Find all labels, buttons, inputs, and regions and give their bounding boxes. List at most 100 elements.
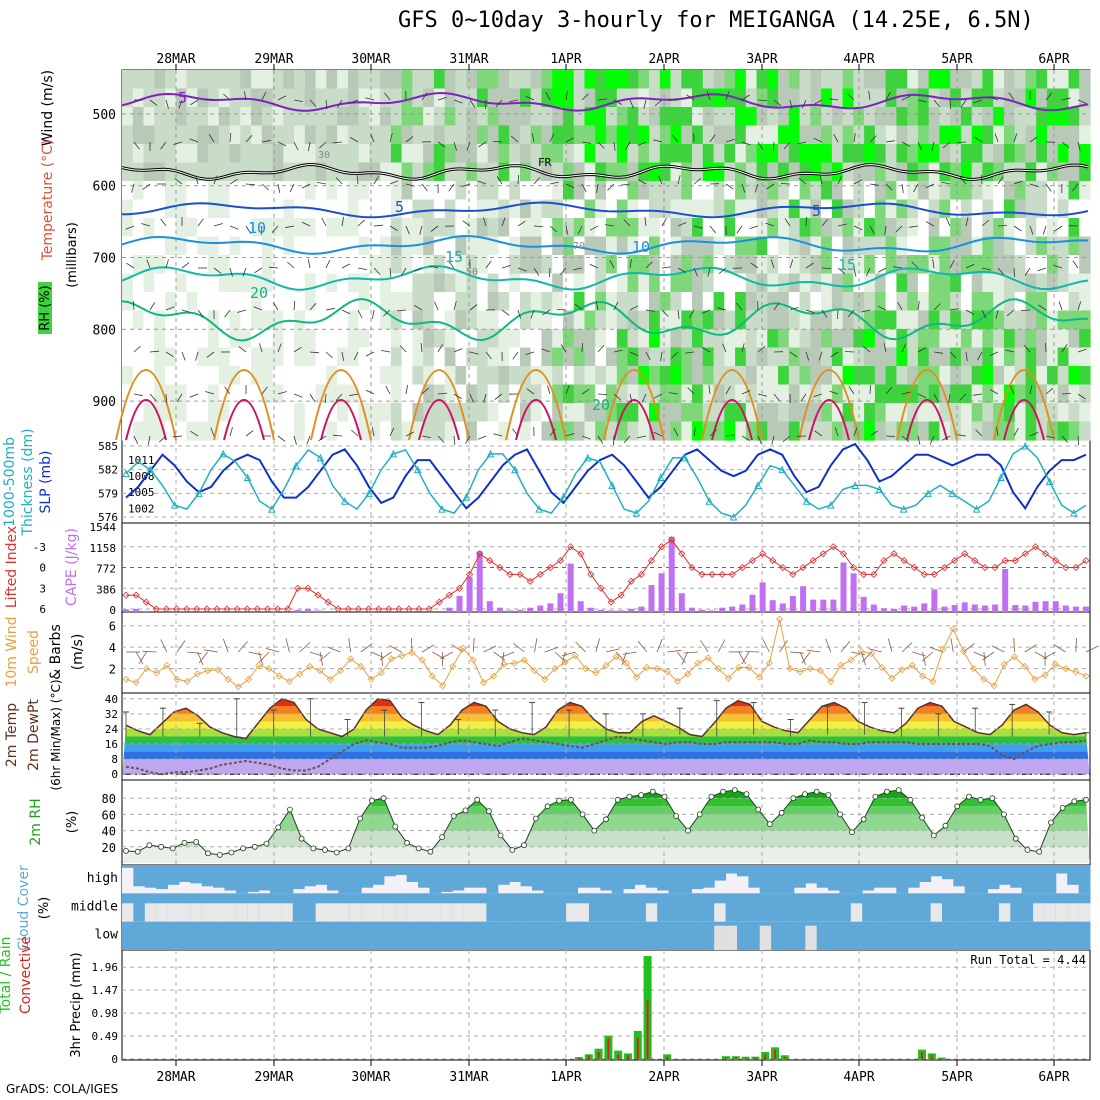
cape-bar xyxy=(739,604,746,612)
rh-shade-cell xyxy=(1025,292,1037,312)
rh-shade-cell xyxy=(304,403,317,423)
wind-barb xyxy=(677,175,681,185)
li-marker xyxy=(1011,557,1019,565)
rh-shade-cell xyxy=(1014,310,1027,330)
precip-convective-bar xyxy=(617,1054,620,1059)
isotherm-30 xyxy=(808,399,850,441)
rh-marker xyxy=(849,829,855,836)
rh-shade-cell xyxy=(917,292,930,312)
rh-shade-cell xyxy=(165,384,177,404)
rh-shade-cell xyxy=(670,329,682,349)
rh-shade-cell xyxy=(907,421,919,441)
rh-shade-cell xyxy=(283,421,295,441)
rh-shade-cell xyxy=(218,273,231,293)
rh-shade-cell xyxy=(358,144,370,164)
rh-shade-cell xyxy=(412,329,424,349)
rh-shade-cell xyxy=(659,162,672,182)
rh-shade-cell xyxy=(272,292,284,312)
wind-barb xyxy=(190,99,199,106)
rh-shade-cell xyxy=(831,236,844,256)
wind-barb xyxy=(613,435,615,446)
thickness-marker xyxy=(1021,441,1030,450)
rh-shade-cell xyxy=(530,88,543,108)
li-marker xyxy=(981,563,989,572)
wind-barb xyxy=(661,309,669,317)
rh-shade-cell xyxy=(778,421,790,441)
rh-shade-cell xyxy=(304,255,317,275)
surface-wind-barb xyxy=(637,640,648,653)
wind-barb xyxy=(829,390,839,395)
rh-shade-cell xyxy=(208,366,220,386)
rh-shade-cell xyxy=(917,218,930,238)
rh-shade-cell xyxy=(390,107,403,127)
cloud-cell-low xyxy=(828,921,840,950)
wind-barb xyxy=(805,351,810,361)
cape-bar xyxy=(608,610,615,612)
rh-shade-cell xyxy=(799,70,811,90)
rh-shade-cell xyxy=(530,218,543,238)
rh-shade-cell xyxy=(186,125,198,145)
thickness-marker xyxy=(899,504,908,513)
isotherm-label: 20 xyxy=(250,284,268,302)
rh-shade-cell xyxy=(993,329,1005,349)
rh-marker xyxy=(614,796,621,803)
surface-wind-barb xyxy=(513,642,525,653)
wind-barb xyxy=(901,343,907,353)
rh-shade-cell xyxy=(627,181,639,201)
rh-marker xyxy=(275,824,282,831)
rh2m-unit: (%) xyxy=(65,811,80,834)
cloud-cell-high xyxy=(338,865,351,894)
rh-shade-cell xyxy=(498,70,510,90)
rh-shade-cell xyxy=(401,347,413,367)
wind-barb xyxy=(974,136,983,143)
cloud-cell-middle-gap xyxy=(645,903,658,922)
rh-shade-cell xyxy=(1025,181,1037,201)
wind-marker xyxy=(408,648,416,657)
li-marker xyxy=(1021,550,1029,558)
rh-shade-cell xyxy=(1047,218,1059,238)
cloud-cell-high xyxy=(782,865,795,894)
thickness-marker xyxy=(1070,508,1078,517)
rh-shade-cell xyxy=(821,366,833,386)
cloud-cell-middle-base xyxy=(885,893,897,922)
rh-shade-cell xyxy=(358,273,370,293)
rh-shade-cell xyxy=(315,292,327,312)
rh-shade-cell xyxy=(928,144,941,164)
rh-shade-cell xyxy=(132,144,145,164)
cloud-cell-middle-base xyxy=(964,893,977,922)
wind-barb xyxy=(581,342,583,353)
rh-shade-cell xyxy=(433,144,446,164)
wind-barb xyxy=(485,351,492,360)
wind-barb xyxy=(623,435,631,444)
rh-shade-cell xyxy=(573,107,586,127)
rh-shade-cell xyxy=(627,403,639,423)
wind-barb xyxy=(350,137,359,143)
rh-shade-cell xyxy=(218,292,231,312)
rh-shade-cell xyxy=(541,347,553,367)
rh-shade-cell xyxy=(240,384,252,404)
wind-barb xyxy=(629,393,633,403)
rh-shade-cell xyxy=(735,181,747,201)
lifted-index-line xyxy=(126,539,1087,610)
rh-shade-cell xyxy=(304,310,317,330)
rh-shade-cell xyxy=(197,70,209,90)
rh-shade-cell xyxy=(971,366,984,386)
wind-barb xyxy=(132,300,135,311)
cloud-cell-low xyxy=(144,921,157,950)
rh-shade-cell xyxy=(143,255,155,275)
wind-barb xyxy=(353,351,359,361)
cloud-cell-high xyxy=(702,865,715,888)
wind-barb xyxy=(437,392,448,395)
rh-shade-cell xyxy=(466,125,478,145)
cape-bar xyxy=(941,606,948,612)
rh-shade-cell xyxy=(767,310,779,330)
rh-shade-cell xyxy=(552,107,564,127)
wind-barb xyxy=(253,306,263,311)
rh-shade-cell xyxy=(939,144,951,164)
rh-shade-cell xyxy=(455,329,467,349)
rh-shade-cell xyxy=(638,125,650,145)
rh-shade-cell xyxy=(681,384,693,404)
rh-shade-cell xyxy=(358,366,370,386)
rh-shade-cell xyxy=(788,347,801,367)
rh-shade-cell xyxy=(778,236,790,256)
